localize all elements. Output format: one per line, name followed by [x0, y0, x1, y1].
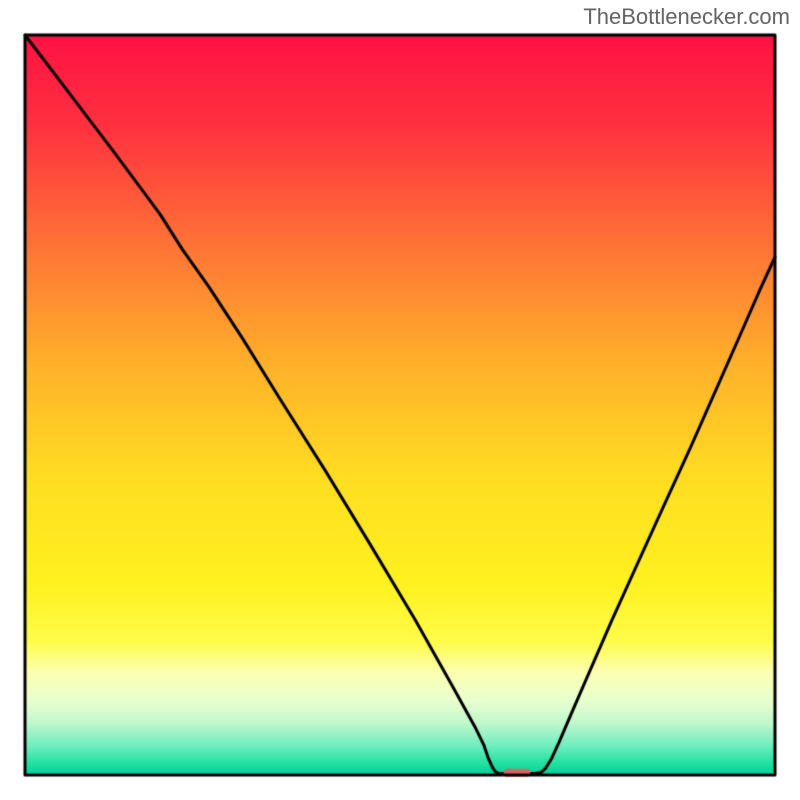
chart-container: TheBottlenecker.com	[0, 0, 800, 800]
bottleneck-chart-canvas	[0, 0, 800, 800]
watermark-text: TheBottlenecker.com	[583, 4, 790, 30]
